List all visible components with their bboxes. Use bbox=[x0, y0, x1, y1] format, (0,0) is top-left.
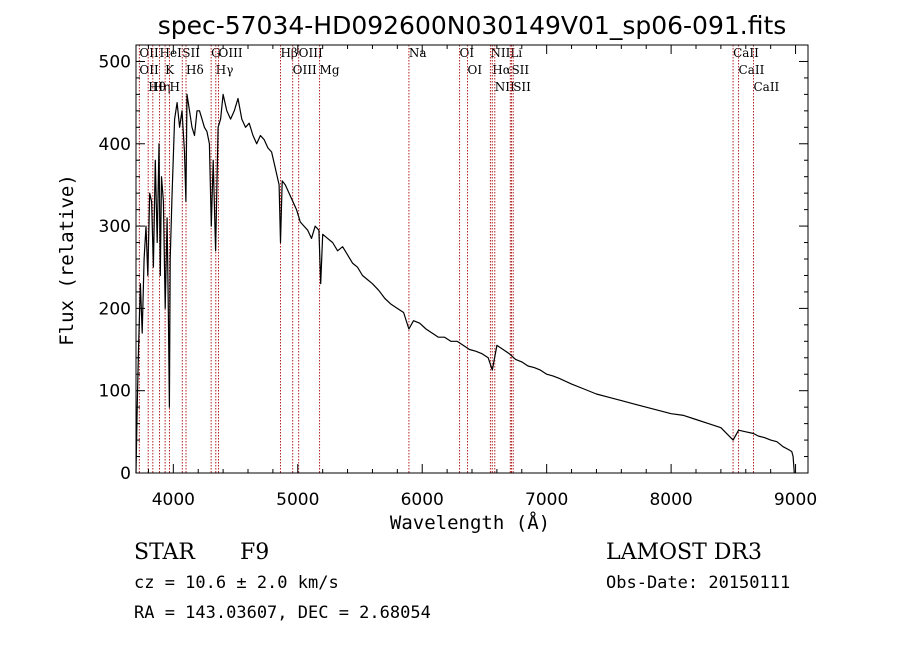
line-label: SII bbox=[511, 63, 529, 77]
line-label: Hβ bbox=[280, 46, 297, 60]
line-label: OIII bbox=[299, 46, 323, 60]
line-label: OII bbox=[139, 63, 159, 77]
line-label: Hα bbox=[492, 63, 511, 77]
x-axis-label: Wavelength (Å) bbox=[390, 511, 550, 534]
line-label: Hη bbox=[153, 80, 171, 94]
line-label: CaII bbox=[739, 63, 765, 77]
y-tick-label: 100 bbox=[99, 382, 131, 402]
x-tick-label: 8000 bbox=[649, 490, 692, 510]
obs-date: Obs-Date: 20150111 bbox=[606, 573, 791, 593]
line-label: SII bbox=[182, 46, 200, 60]
y-tick-label: 400 bbox=[99, 135, 131, 155]
spectrum-series bbox=[135, 93, 795, 474]
line-label: NII bbox=[495, 80, 515, 94]
x-tick-label: 7000 bbox=[525, 490, 568, 510]
plot-frame bbox=[135, 44, 809, 474]
line-label: NII bbox=[490, 46, 510, 60]
y-axis-label: Flux (relative) bbox=[56, 174, 78, 346]
line-label: G bbox=[211, 46, 221, 60]
chart-title: spec-57034-HD092600N030149V01_sp06-091.f… bbox=[158, 11, 787, 40]
line-label: OIII bbox=[219, 46, 243, 60]
line-label: CaII bbox=[733, 46, 759, 60]
object-subclass: F9 bbox=[240, 540, 270, 565]
ra-dec: RA = 143.03607, DEC = 2.68054 bbox=[134, 603, 431, 623]
line-label: H bbox=[169, 80, 179, 94]
axes: 4000 5000 6000 7000 8000 9000 0 100 200 300 400 500 bbox=[99, 44, 817, 510]
line-label: Na bbox=[409, 46, 427, 60]
line-label: OII bbox=[139, 46, 159, 60]
survey-name: LAMOST DR3 bbox=[606, 540, 762, 565]
line-label: Mg bbox=[320, 63, 340, 77]
line-label: Hδ bbox=[186, 63, 204, 77]
spectrum-line bbox=[135, 93, 795, 474]
x-tick-label: 6000 bbox=[401, 490, 444, 510]
line-label: SII bbox=[513, 80, 531, 94]
x-tick-label: 9000 bbox=[774, 490, 817, 510]
y-tick-label: 300 bbox=[99, 217, 131, 237]
line-label: HeI bbox=[160, 46, 183, 60]
line-label: Hγ bbox=[216, 63, 234, 77]
x-tick-label: 5000 bbox=[276, 490, 319, 510]
object-class: STAR bbox=[134, 540, 195, 565]
line-label: CaII bbox=[753, 80, 779, 94]
line-label: OI bbox=[460, 46, 475, 60]
line-label: Li bbox=[510, 46, 522, 60]
line-label: K bbox=[165, 63, 175, 77]
line-label: OI bbox=[468, 63, 483, 77]
x-tick-label: 4000 bbox=[152, 490, 195, 510]
line-label: OIII bbox=[293, 63, 317, 77]
redshift-text: cz = 10.6 ± 2.0 km/s bbox=[134, 573, 339, 593]
y-tick-label: 0 bbox=[120, 464, 131, 484]
y-tick-label: 500 bbox=[99, 52, 131, 72]
y-tick-label: 200 bbox=[99, 299, 131, 319]
